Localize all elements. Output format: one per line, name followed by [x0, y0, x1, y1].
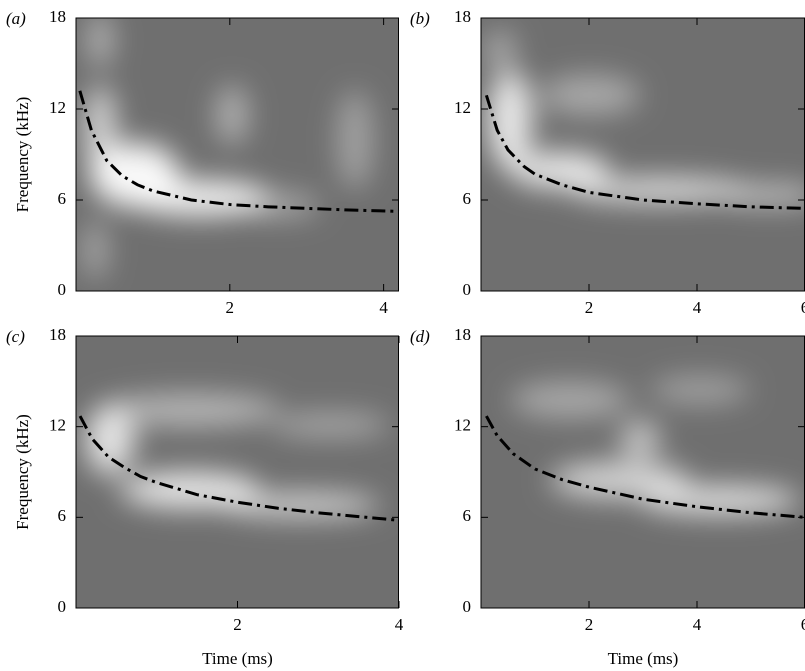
- x-axis-label: Time (ms): [608, 649, 679, 668]
- panel-label: (d): [410, 327, 430, 346]
- y-axis-label: Frequency (kHz): [13, 97, 32, 213]
- curve: [78, 415, 400, 522]
- y-tick-label: 0: [463, 597, 472, 616]
- y-tick-label: 6: [463, 506, 472, 525]
- spectrogram-a: [76, 18, 399, 291]
- x-tick-label: 4: [379, 298, 388, 317]
- y-tick-label: 18: [49, 325, 66, 344]
- panel-label: (c): [6, 327, 25, 346]
- spectrogram-b: [481, 18, 805, 291]
- x-tick-label: 2: [233, 615, 242, 634]
- x-tick-label: 2: [226, 298, 235, 317]
- y-tick-label: 12: [49, 98, 66, 117]
- y-tick-label: 0: [58, 597, 67, 616]
- y-tick-label: 18: [454, 325, 471, 344]
- spectrogram-d: [481, 336, 805, 608]
- y-tick-label: 0: [463, 280, 472, 299]
- y-tick-label: 6: [58, 189, 67, 208]
- y-tick-label: 18: [454, 7, 471, 26]
- x-tick-label: 4: [693, 615, 702, 634]
- x-tick-label: 4: [693, 298, 702, 317]
- x-tick-label: 4: [395, 615, 404, 634]
- y-tick-label: 12: [49, 416, 66, 435]
- x-tick-label: 6: [801, 615, 805, 634]
- y-axis-label: Frequency (kHz): [13, 414, 32, 530]
- y-tick-label: 0: [58, 280, 67, 299]
- y-tick-label: 6: [463, 189, 472, 208]
- x-tick-label: 2: [585, 298, 594, 317]
- spectrogram-c: [76, 336, 399, 608]
- y-tick-label: 12: [454, 416, 471, 435]
- panel-label: (b): [410, 9, 430, 28]
- x-tick-label: 2: [585, 615, 594, 634]
- curve: [485, 415, 805, 519]
- panel-label: (a): [6, 9, 26, 28]
- y-tick-label: 6: [58, 506, 67, 525]
- y-tick-label: 18: [49, 7, 66, 26]
- x-axis-label: Time (ms): [202, 649, 273, 668]
- frame: [75, 17, 399, 292]
- curve: [484, 94, 805, 210]
- y-tick-label: 12: [454, 98, 471, 117]
- x-tick-label: 6: [801, 298, 805, 317]
